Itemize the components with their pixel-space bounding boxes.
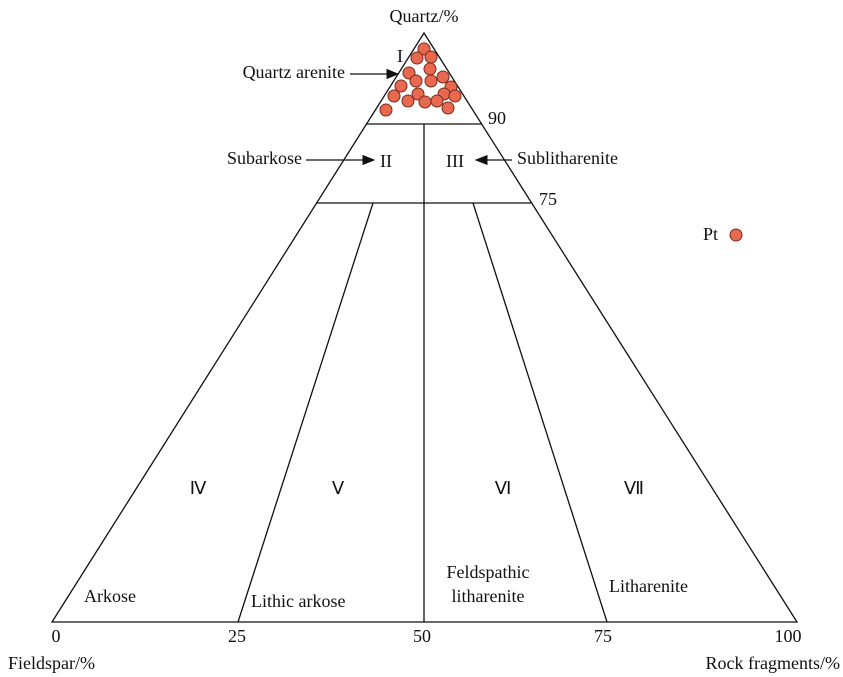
base-tick: 50: [413, 626, 431, 646]
region-numeral: Ⅴ: [332, 478, 345, 498]
region-name: Subarkose: [227, 148, 302, 168]
boundary-75-base: [472, 202, 608, 623]
region-name: Feldspathic: [447, 562, 530, 582]
region-numeral: Ⅳ: [190, 478, 207, 498]
legend-marker: [729, 228, 743, 242]
right-label: Rock fragments/%: [706, 653, 840, 673]
base-tick: 0: [52, 626, 61, 646]
sample-point: [448, 89, 462, 103]
sample-point: [394, 79, 408, 93]
arrows: [306, 68, 512, 166]
region-name: Sublitharenite: [517, 148, 618, 168]
left-label: Fieldspar/%: [8, 653, 95, 673]
frame: [50, 31, 799, 623]
region-name: Lithic arkose: [251, 591, 345, 611]
region-numeral: III: [446, 151, 464, 171]
sample-point: [424, 74, 438, 88]
sample-point: [441, 101, 455, 115]
region-name: Litharenite: [609, 576, 688, 596]
boundary-25: [237, 202, 374, 623]
apex-label: Quartz/%: [390, 6, 459, 26]
sample-point: [430, 94, 444, 108]
legend-label: Pt: [703, 224, 718, 244]
samples: [379, 42, 743, 242]
sample-point: [410, 51, 424, 65]
sample-point: [387, 89, 401, 103]
side-tick: 75: [539, 189, 557, 209]
base-tick: 75: [594, 626, 612, 646]
sample-point: [424, 50, 438, 64]
sample-point: [436, 70, 450, 84]
region-numeral: II: [380, 151, 392, 171]
region-numeral: Ⅵ: [495, 478, 512, 498]
region-name: Quartz arenite: [243, 62, 345, 82]
base-tick: 25: [228, 626, 246, 646]
sample-point: [401, 94, 415, 108]
region-numeral: I: [397, 46, 403, 66]
region-numeral: Ⅶ: [624, 478, 644, 498]
region-name: Arkose: [84, 586, 136, 606]
region-name: litharenite: [452, 586, 525, 606]
sample-point: [418, 95, 432, 109]
labels: Quartz/% Fieldspar/% Rock fragments/% 0 …: [8, 6, 840, 673]
base-tick: 100: [775, 626, 802, 646]
sample-point: [379, 103, 393, 117]
side-tick: 90: [488, 108, 506, 128]
sample-point: [409, 74, 423, 88]
sample-point: [423, 62, 437, 76]
